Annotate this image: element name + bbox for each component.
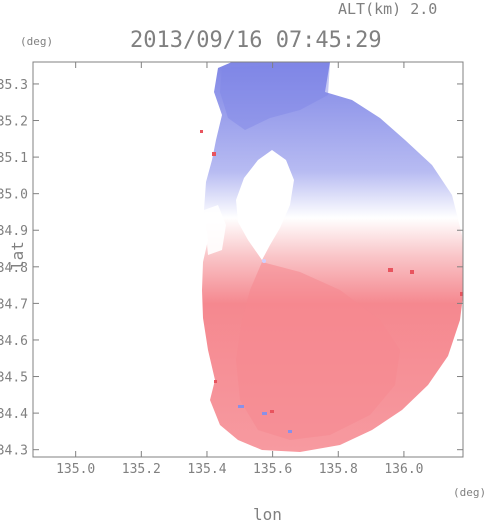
x-tick-label: 135.0 [56,462,95,477]
y-tick-label: 34.4 [0,407,28,422]
y-axis-unit: (deg) [20,35,54,48]
plot-frame [32,61,464,458]
speckle-clutter [200,130,463,413]
data-gap-north [236,150,294,260]
timestamp-title: 2013/09/16 07:45:29 [130,28,382,53]
y-tick-label: 34.9 [0,224,28,239]
y-tick-label: 34.7 [0,297,28,312]
y-tick-label: 34.6 [0,334,28,349]
y-tick-label: 35.1 [0,151,28,166]
x-axis-unit: (deg) [453,486,487,499]
y-axis-ticks: 34.3 34.4 34.5 34.6 34.7 34.8 34.9 35.0 35.1 35.2… [0,78,463,459]
y-tick-label: 35.3 [0,78,28,93]
radar-site-marker [262,259,266,263]
y-tick-label: 34.3 [0,444,28,459]
x-tick-label: 135.2 [122,462,161,477]
x-tick-label: 136.0 [384,462,423,477]
speckle-blue [238,405,292,433]
x-tick-label: 135.8 [319,462,358,477]
x-tick-label: 135.4 [187,462,226,477]
x-axis-label: lon [253,505,282,524]
x-axis-ticks: 135.0 135.2 135.4 135.6 135.8 136.0 [56,62,423,477]
echo-field [200,62,463,452]
altitude-label: ALT(km) 2.0 [338,0,438,18]
data-gap-west [204,205,226,255]
y-tick-label: 34.5 [0,371,28,386]
y-tick-label: 35.0 [0,188,28,203]
approaching-core [220,62,330,130]
y-tick-label: 34.8 [0,261,28,276]
y-tick-label: 35.2 [0,115,28,130]
x-tick-label: 135.6 [253,462,292,477]
receding-core [236,262,400,440]
